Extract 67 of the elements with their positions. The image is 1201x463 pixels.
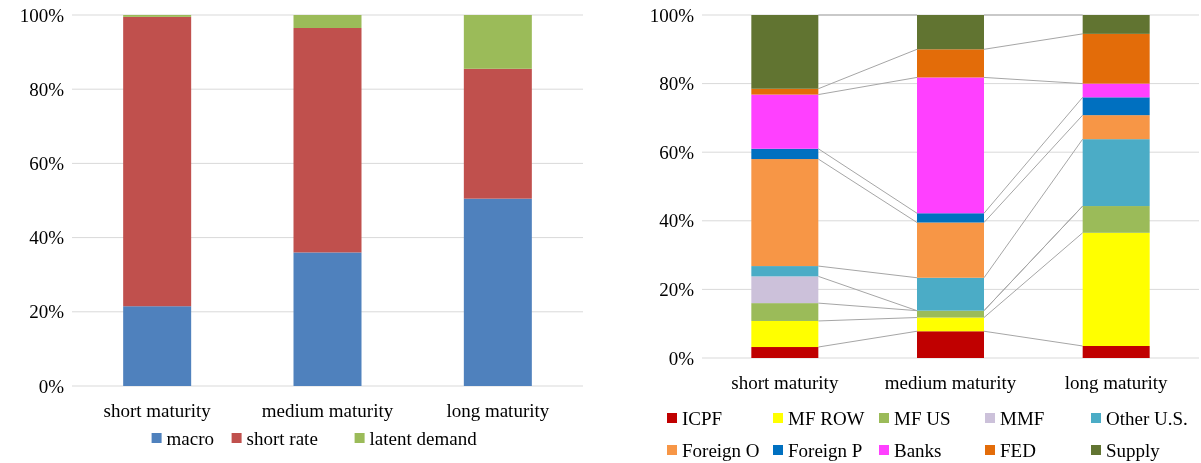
bar [751,347,819,358]
y-tick-label: 0% [38,375,65,397]
bar [751,148,819,160]
y-tick-label: 100% [19,4,65,26]
bar [751,320,819,348]
bar [1082,33,1150,84]
bar [917,15,984,50]
legend-label: Supply [1106,439,1161,461]
legend-label: FED [1000,439,1036,461]
bar [917,331,984,358]
bar [1082,346,1150,358]
bar [917,49,984,78]
x-tick-label: medium maturity [884,371,1017,393]
bar [463,15,532,69]
bar [917,277,984,311]
y-tick-label: 100% [649,4,695,26]
x-tick-label: long maturity [1064,371,1169,393]
y-tick-label: 40% [659,210,695,232]
bar [293,27,362,253]
x-tick-label: long maturity [446,399,550,421]
y-tick-label: 40% [29,227,65,249]
bar [463,68,532,199]
bar [1082,206,1150,233]
legend-label: MF US [894,407,951,429]
bar [1082,15,1150,34]
bar [1082,83,1150,98]
bar [751,94,819,149]
legend-label: macro [166,427,215,449]
bar [463,198,532,386]
bar [751,276,819,304]
legend-label: MMF [1000,407,1045,429]
bar [1082,97,1150,116]
bar [751,88,819,95]
y-tick-label: 0% [668,347,695,369]
legend-label: Banks [894,439,942,461]
legend-label: Foreign O [682,439,760,461]
bar [917,317,984,332]
bar [293,252,362,386]
bar [123,306,192,386]
bar [293,15,362,28]
y-tick-label: 20% [29,301,65,323]
legend-label: ICPF [682,407,723,429]
bar [1082,139,1150,207]
bar [917,77,984,214]
y-tick-label: 60% [29,153,65,175]
y-tick-label: 60% [659,141,695,163]
bar [751,15,819,89]
x-tick-label: short maturity [731,371,839,393]
bar [751,303,819,321]
bar [123,16,192,307]
y-tick-label: 20% [659,279,695,301]
bar [751,159,819,267]
bar [1082,232,1150,346]
legend-label: Other U.S. [1106,407,1188,429]
legend-label: latent demand [369,427,478,449]
bar [751,266,819,277]
bar [917,310,984,318]
y-tick-label: 80% [29,78,65,100]
legend-label: short rate [246,427,318,449]
legend-label: Foreign P [788,439,863,461]
x-tick-label: medium maturity [261,399,394,421]
legend-label: MF ROW [788,407,865,429]
y-tick-label: 80% [659,73,695,95]
x-tick-label: short maturity [103,399,212,421]
bar [917,213,984,223]
bar [1082,115,1150,140]
bar [917,222,984,278]
